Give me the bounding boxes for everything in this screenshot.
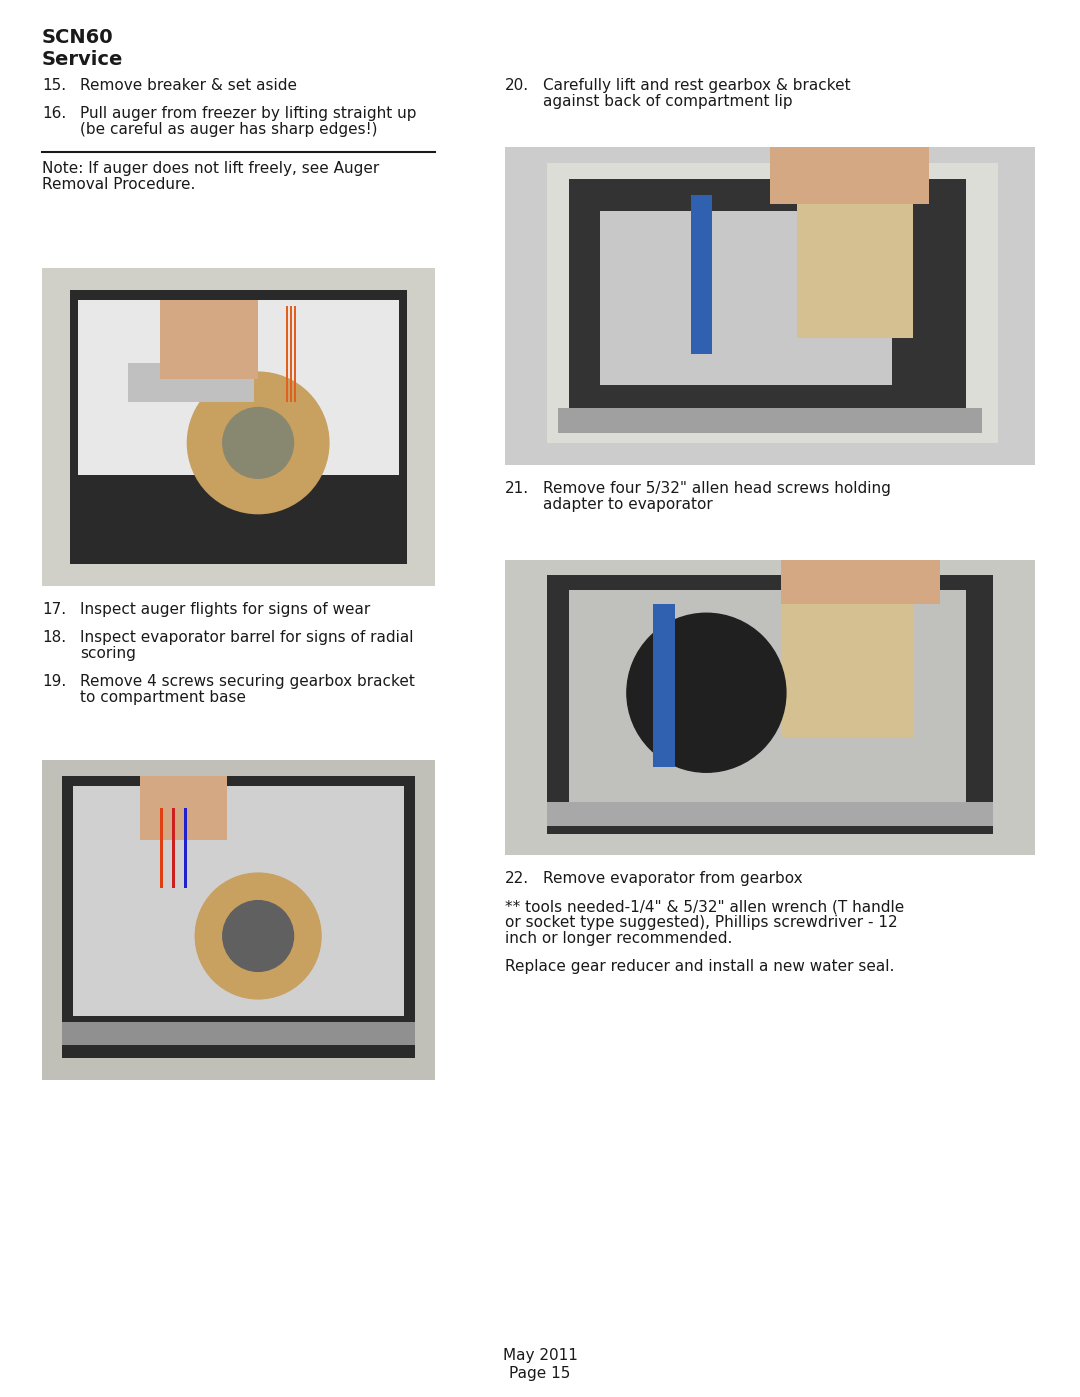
Text: ** tools needed-1/4" & 5/32" allen wrench (T handle: ** tools needed-1/4" & 5/32" allen wrenc… xyxy=(505,900,904,914)
Text: scoring: scoring xyxy=(80,645,136,661)
Bar xyxy=(289,306,292,401)
Bar xyxy=(73,785,404,1016)
Bar xyxy=(505,560,1035,855)
Text: adapter to evaporator: adapter to evaporator xyxy=(543,497,713,511)
Bar xyxy=(558,408,982,433)
Bar xyxy=(797,163,913,338)
Text: Remove evaporator from gearbox: Remove evaporator from gearbox xyxy=(543,870,802,886)
Text: 16.: 16. xyxy=(42,106,66,122)
Bar xyxy=(690,194,712,353)
Bar xyxy=(285,306,287,401)
Text: 19.: 19. xyxy=(42,673,66,689)
Text: 21.: 21. xyxy=(505,481,529,496)
Circle shape xyxy=(626,613,786,773)
Bar xyxy=(505,147,1035,465)
Bar xyxy=(62,775,416,1058)
Text: 17.: 17. xyxy=(42,602,66,617)
Bar xyxy=(505,560,1035,855)
Text: Removal Procedure.: Removal Procedure. xyxy=(42,177,195,191)
Bar xyxy=(781,560,940,605)
Text: 20.: 20. xyxy=(505,78,529,94)
Text: to compartment base: to compartment base xyxy=(80,690,246,705)
Text: inch or longer recommended.: inch or longer recommended. xyxy=(505,930,732,946)
Bar xyxy=(140,775,227,840)
Text: 22.: 22. xyxy=(505,870,529,886)
Bar xyxy=(184,807,187,888)
Bar xyxy=(294,306,296,401)
Text: Remove breaker & set aside: Remove breaker & set aside xyxy=(80,78,297,94)
Bar xyxy=(42,268,435,585)
Text: 18.: 18. xyxy=(42,630,66,645)
Bar xyxy=(568,179,967,418)
Bar xyxy=(770,147,929,204)
Bar xyxy=(42,760,435,1080)
Bar xyxy=(505,147,1035,465)
Bar xyxy=(568,590,967,810)
Bar xyxy=(62,1023,416,1045)
Circle shape xyxy=(222,901,294,971)
Circle shape xyxy=(222,408,294,478)
Bar xyxy=(129,363,254,401)
Text: Note: If auger does not lift freely, see Auger: Note: If auger does not lift freely, see… xyxy=(42,161,379,176)
Text: Replace gear reducer and install a new water seal.: Replace gear reducer and install a new w… xyxy=(505,958,894,974)
Text: Page 15: Page 15 xyxy=(510,1366,570,1382)
Bar xyxy=(160,807,163,888)
Text: 15.: 15. xyxy=(42,78,66,94)
Circle shape xyxy=(195,873,321,999)
Text: (be careful as auger has sharp edges!): (be careful as auger has sharp edges!) xyxy=(80,122,378,137)
Circle shape xyxy=(188,372,329,514)
Bar xyxy=(42,268,435,585)
Bar xyxy=(78,300,400,475)
Bar xyxy=(548,574,993,834)
Text: or socket type suggested), Phillips screwdriver - 12: or socket type suggested), Phillips scre… xyxy=(505,915,897,930)
Text: May 2011: May 2011 xyxy=(502,1348,578,1363)
Bar xyxy=(548,802,993,826)
Bar xyxy=(781,574,913,738)
Text: Service: Service xyxy=(42,50,123,68)
Text: Remove four 5/32" allen head screws holding: Remove four 5/32" allen head screws hold… xyxy=(543,481,891,496)
Text: SCN60: SCN60 xyxy=(42,28,113,47)
Bar xyxy=(600,211,892,386)
Text: Remove 4 screws securing gearbox bracket: Remove 4 screws securing gearbox bracket xyxy=(80,673,415,689)
Bar xyxy=(69,291,407,564)
Bar xyxy=(42,760,435,1080)
Bar xyxy=(160,300,258,380)
Bar xyxy=(172,807,175,888)
Text: Inspect auger flights for signs of wear: Inspect auger flights for signs of wear xyxy=(80,602,370,617)
Text: against back of compartment lip: against back of compartment lip xyxy=(543,94,793,109)
Bar xyxy=(548,163,998,443)
Text: Carefully lift and rest gearbox & bracket: Carefully lift and rest gearbox & bracke… xyxy=(543,78,851,94)
Bar xyxy=(653,605,675,767)
Text: Pull auger from freezer by lifting straight up: Pull auger from freezer by lifting strai… xyxy=(80,106,417,122)
Text: Inspect evaporator barrel for signs of radial: Inspect evaporator barrel for signs of r… xyxy=(80,630,414,645)
